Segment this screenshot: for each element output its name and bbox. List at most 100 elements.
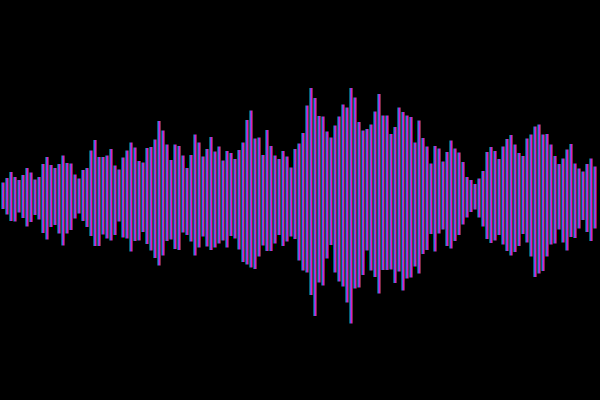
waveform-bar <box>469 197 473 212</box>
waveform-bar <box>37 177 41 197</box>
waveform-bar <box>77 178 81 197</box>
waveform-bar <box>373 111 377 197</box>
waveform-bar <box>37 197 41 220</box>
waveform-bar <box>205 148 209 197</box>
waveform-bar <box>457 197 461 235</box>
waveform-bar <box>453 148 457 197</box>
waveform-bar <box>17 197 21 213</box>
waveform-bar <box>145 148 149 197</box>
waveform-bar <box>477 197 481 218</box>
waveform-bar <box>129 197 133 252</box>
waveform-bar <box>141 162 145 197</box>
waveform-bar <box>373 197 377 277</box>
waveform-bar <box>121 157 125 197</box>
waveform-bar <box>433 145 437 197</box>
waveform-bar <box>113 165 117 197</box>
waveform-bar <box>21 197 25 218</box>
waveform-bar <box>149 197 153 251</box>
waveform-bar <box>265 130 269 197</box>
waveform-bar <box>269 146 273 197</box>
waveform-bar <box>133 197 137 241</box>
waveform-bar <box>9 172 13 197</box>
waveform-bar <box>389 133 393 197</box>
waveform-bar <box>229 197 233 236</box>
waveform-bar <box>365 128 369 197</box>
waveform-bar <box>369 197 373 271</box>
waveform-bar <box>97 197 101 246</box>
waveform-bar <box>153 197 157 258</box>
waveform-bar <box>377 94 381 197</box>
waveform-bar <box>493 197 497 241</box>
waveform-bar <box>193 197 197 256</box>
waveform-bar <box>581 171 585 197</box>
waveform-bar <box>257 137 261 197</box>
waveform-bar <box>93 197 97 247</box>
waveform-bar <box>89 197 93 236</box>
waveform-bar <box>449 140 453 197</box>
waveform-bar <box>585 164 589 197</box>
waveform-bar <box>281 197 285 247</box>
waveform-bar <box>369 124 373 197</box>
waveform-bar <box>397 197 401 272</box>
waveform-bar <box>545 197 549 257</box>
waveform-bar <box>253 197 257 270</box>
waveform-bar <box>509 135 513 197</box>
waveform-bar <box>201 197 205 237</box>
waveform-bar <box>73 174 77 197</box>
waveform-bar <box>137 197 141 241</box>
waveform-bar <box>425 146 429 197</box>
waveform-bar <box>361 197 365 275</box>
waveform-bar <box>185 168 189 197</box>
waveform-bar <box>209 197 213 251</box>
waveform-bar <box>85 167 89 197</box>
waveform-bar <box>465 177 469 197</box>
waveform-bar <box>401 112 405 197</box>
waveform-bar <box>1 182 5 197</box>
waveform-bar <box>237 197 241 250</box>
waveform-bar <box>189 155 193 197</box>
waveform-bar <box>561 197 565 243</box>
waveform-bar <box>329 197 333 246</box>
waveform-bar <box>101 157 105 197</box>
waveform-bar <box>573 163 577 197</box>
waveform-bar <box>253 138 257 197</box>
waveform-bar <box>485 197 489 239</box>
waveform-bar <box>593 166 597 197</box>
waveform-bar <box>273 197 277 244</box>
waveform-bar <box>301 132 305 197</box>
waveform-bar <box>49 197 53 227</box>
waveform-bar <box>385 197 389 270</box>
waveform-bar <box>505 139 509 197</box>
waveform-bar <box>589 197 593 242</box>
waveform-bar <box>349 87 353 197</box>
waveform-bar <box>61 197 65 246</box>
waveform-bar <box>473 197 477 210</box>
waveform-bar <box>293 149 297 197</box>
waveform-bar <box>17 179 21 197</box>
waveform-bar <box>405 115 409 197</box>
waveform-bar <box>109 197 113 241</box>
waveform-bar <box>537 124 541 197</box>
waveform-bar <box>313 197 317 317</box>
waveform-bar <box>485 152 489 197</box>
waveform-bar <box>257 197 261 257</box>
waveform-bar <box>137 161 141 197</box>
waveform-bar <box>493 151 497 197</box>
waveform-bar <box>417 197 421 274</box>
waveform-bar <box>365 197 369 251</box>
waveform-bar <box>305 105 309 197</box>
waveform-bar <box>177 146 181 197</box>
waveform-bar <box>453 197 457 241</box>
waveform-bar <box>321 197 325 286</box>
waveform-bar <box>169 197 173 240</box>
waveform-bar <box>521 197 525 234</box>
waveform-bar <box>537 197 541 274</box>
waveform-bar <box>557 197 561 230</box>
waveform-bar <box>277 159 281 197</box>
waveform-bar <box>349 197 353 324</box>
waveform-bar <box>117 169 121 197</box>
waveform-bar <box>409 197 413 278</box>
waveform-bar <box>525 197 529 243</box>
waveform-bar <box>213 197 217 248</box>
